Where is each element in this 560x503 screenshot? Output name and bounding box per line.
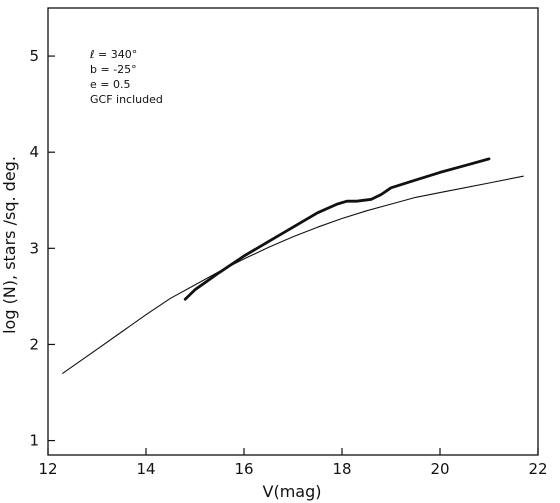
x-tick-label: 22 [528,460,547,478]
series-line-thin [62,175,524,374]
y-tick-label: 2 [29,335,39,353]
annotation-line: ℓ = 340° [89,48,137,61]
y-tick-label: 5 [29,47,39,65]
series-line-thick [183,157,491,301]
y-tick-label: 1 [29,432,39,450]
x-tick-label: 18 [332,460,351,478]
y-tick-label: 4 [29,143,39,161]
x-tick-label: 20 [430,460,449,478]
series-layer [62,157,524,374]
x-tick-label: 16 [234,460,253,478]
y-tick-label: 3 [29,239,39,257]
plot-frame [47,7,539,456]
x-tick-label: 12 [38,460,57,478]
x-axis-title: V(mag) [263,482,322,501]
annotation-line: e = 0.5 [90,78,130,91]
annotation-line: b = -25° [90,63,137,76]
y-axis-title: log (N), stars /sq. deg. [0,156,19,334]
annotation-block: ℓ = 340° b = -25° e = 0.5 GCF included [89,48,163,106]
annotation-line: GCF included [90,93,163,106]
x-tick-label: 14 [136,460,155,478]
